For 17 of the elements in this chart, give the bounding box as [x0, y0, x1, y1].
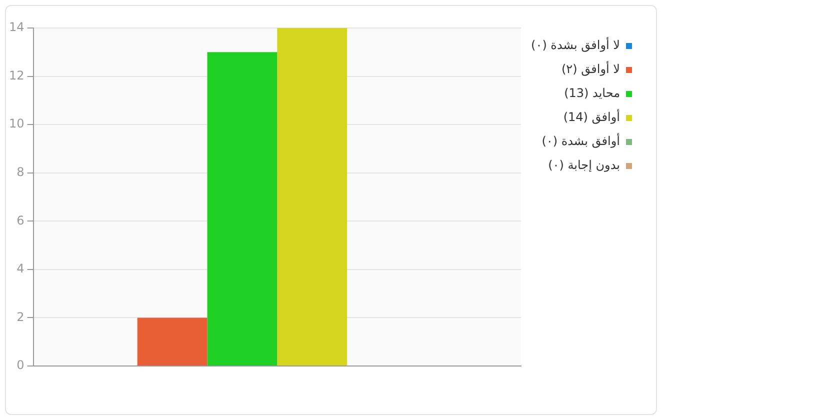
bar	[277, 28, 348, 366]
legend-label: بدون إجابة (٠)	[548, 158, 620, 172]
legend-label: لا أوافق بشدة (٠)	[531, 37, 620, 52]
legend-label: أوافق (14)	[563, 109, 620, 124]
legend-label: لا أوافق (٢)	[561, 61, 620, 76]
bar	[137, 318, 208, 366]
y-tick-label: 2	[16, 310, 24, 324]
y-tick-label: 14	[8, 20, 24, 34]
legend-label: أوافق بشدة (٠)	[542, 133, 620, 148]
y-tick-label: 6	[16, 213, 24, 228]
y-tick-label: 0	[16, 358, 24, 372]
y-tick-label: 12	[8, 68, 24, 82]
y-tick-label: 4	[16, 262, 24, 276]
y-tick-label: 10	[8, 116, 24, 131]
bar	[207, 52, 278, 366]
y-tick-label: 8	[16, 164, 24, 179]
legend-label: محايد (13)	[564, 86, 620, 100]
